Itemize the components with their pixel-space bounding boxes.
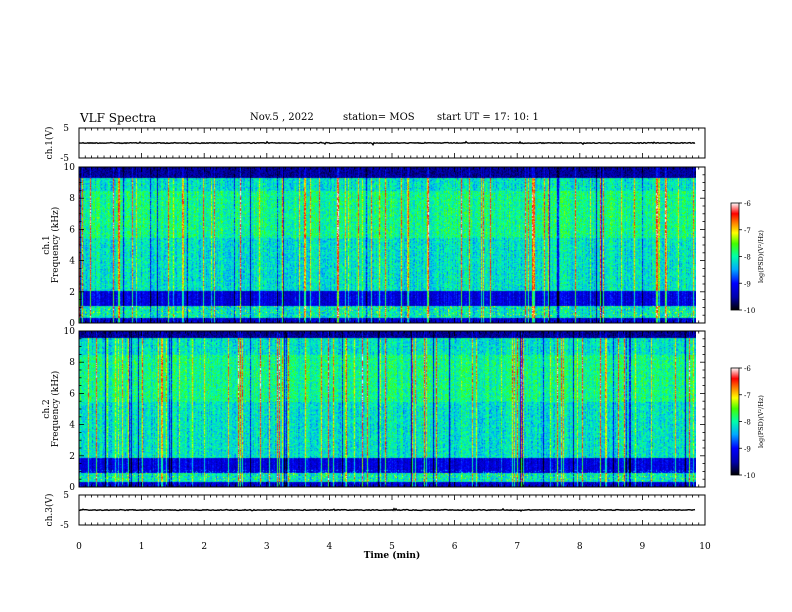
y-tick-label: 10: [64, 163, 76, 173]
y-tick-label: -5: [60, 154, 69, 164]
x-tick-label: 5: [389, 542, 395, 552]
x-tick-label: 9: [640, 542, 646, 552]
x-tick-label: 6: [452, 542, 458, 552]
y-tick-label: 2: [69, 288, 75, 298]
y-tick-label: -5: [60, 521, 69, 531]
y-tick-label: 0: [69, 319, 75, 329]
y-tick-label: 5: [63, 124, 69, 134]
colorbar-label: log(PSD)(V²/Hz): [757, 395, 765, 448]
y-tick-label: 6: [69, 225, 75, 235]
colorbar-tick-label: -7: [744, 392, 751, 400]
x-tick-label: 1: [139, 542, 145, 552]
colorbar-tick-label: -9: [744, 280, 751, 288]
colorbar-tick-label: -10: [744, 307, 755, 315]
y-tick-label: 8: [69, 358, 75, 368]
colorbar-tick-label: -10: [744, 472, 755, 480]
colorbar-tick-label: -8: [744, 254, 751, 262]
x-tick-label: 4: [327, 542, 333, 552]
chart-title: VLF Spectra: [80, 111, 157, 125]
ch1-waveform-trace: [78, 140, 696, 147]
spectrogram-image-ch2: [79, 331, 696, 487]
y-axis-label-voltage: ch.3(V): [44, 494, 55, 527]
date-label: Nov.5 , 2022: [250, 112, 314, 123]
ch3-waveform-trace: [78, 507, 696, 512]
y-axis-label-channel: ch.1: [42, 235, 52, 254]
x-tick-label: 3: [264, 542, 270, 552]
y-tick-label: 10: [64, 327, 76, 337]
x-axis-label: Time (min): [364, 550, 421, 561]
colorbar-tick-label: -8: [744, 419, 751, 427]
y-tick-label: 8: [69, 194, 75, 204]
y-tick-label: 4: [69, 421, 75, 431]
y-axis-label-channel: ch.2: [42, 399, 52, 418]
colorbar-ch1: [730, 202, 740, 311]
x-tick-label: 10: [699, 542, 711, 552]
start-time-label: start UT = 17: 10: 1: [437, 112, 539, 123]
colorbar-label: log(PSD)(V²/Hz): [757, 230, 765, 283]
station-label: station= MOS: [343, 112, 415, 123]
x-tick-label: 8: [577, 542, 583, 552]
y-tick-label: 2: [69, 452, 75, 462]
colorbar-ch2: [730, 367, 740, 476]
x-tick-label: 7: [514, 542, 520, 552]
colorbar-tick-label: -9: [744, 445, 751, 453]
colorbar-tick-label: -6: [744, 200, 751, 208]
x-tick-label: 0: [76, 542, 82, 552]
y-axis-label-frequency: Frequency (kHz): [50, 371, 61, 448]
y-tick-label: 5: [63, 491, 69, 501]
y-tick-label: 6: [69, 389, 75, 399]
y-tick-label: 0: [69, 483, 75, 493]
x-tick-label: 2: [201, 542, 207, 552]
y-axis-label-frequency: Frequency (kHz): [50, 207, 61, 284]
colorbar-tick-label: -7: [744, 227, 751, 235]
spectrogram-image-ch1: [79, 167, 696, 323]
y-tick-label: 4: [69, 257, 75, 267]
y-axis-label-voltage: ch.1(V): [44, 127, 55, 160]
colorbar-tick-label: -6: [744, 365, 751, 373]
